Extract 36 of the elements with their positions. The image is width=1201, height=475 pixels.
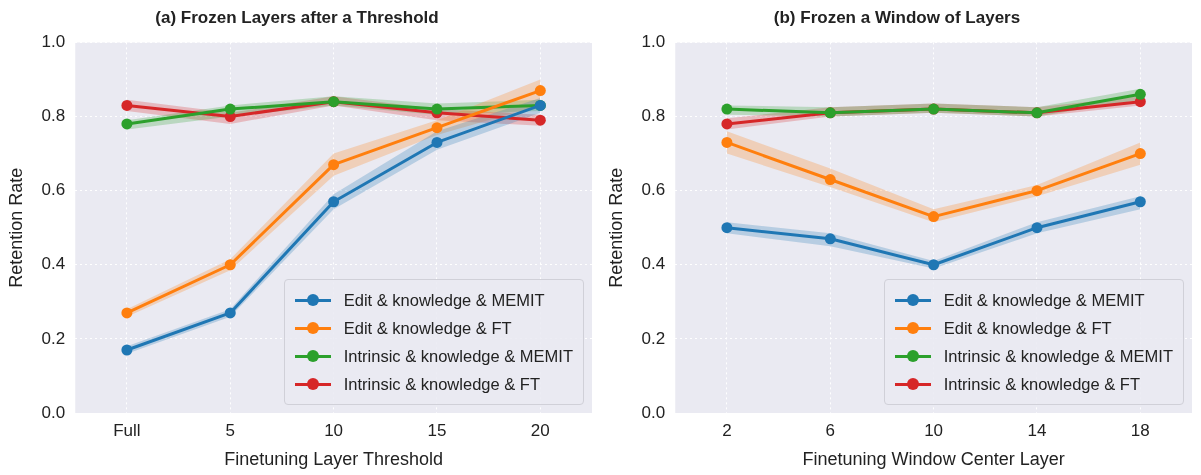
legend-label: Intrinsic & knowledge & MEMIT <box>343 346 573 366</box>
legend-label: Edit & knowledge & MEMIT <box>943 290 1145 310</box>
x-tick-label: Full <box>113 420 141 440</box>
y-tick-label: 0.0 <box>41 402 66 422</box>
x-tick-label: 10 <box>924 420 944 440</box>
y-tick-label: 0.2 <box>641 328 666 348</box>
y-tick-label: 0.2 <box>41 328 66 348</box>
x-tick-label: 2 <box>722 420 732 440</box>
legend-label: Intrinsic & knowledge & FT <box>943 374 1140 394</box>
x-axis-title: Finetuning Layer Threshold <box>224 449 444 470</box>
chart-title: (a) Frozen Layers after a Threshold <box>155 7 439 27</box>
legend-label: Intrinsic & knowledge & MEMIT <box>943 346 1173 366</box>
x-axis-title: Finetuning Window Center Layer <box>802 449 1065 470</box>
legend-label: Edit & knowledge & FT <box>943 318 1112 338</box>
y-tick-label: 0.8 <box>641 106 666 126</box>
y-tick-label: 0.4 <box>41 254 66 274</box>
x-tick-label: 18 <box>1130 420 1150 440</box>
y-axis-title: Retention Rate <box>605 167 626 288</box>
y-tick-label: 0.4 <box>641 254 666 274</box>
x-tick-label: 20 <box>530 420 550 440</box>
legend-label: Edit & knowledge & MEMIT <box>343 290 545 310</box>
y-tick-label: 0.0 <box>641 402 666 422</box>
y-tick-label: 0.6 <box>41 180 66 200</box>
x-tick-label: 15 <box>427 420 447 440</box>
x-tick-label: 14 <box>1027 420 1047 440</box>
x-tick-label: 5 <box>225 420 235 440</box>
legend-label: Edit & knowledge & FT <box>343 318 512 338</box>
y-tick-label: 1.0 <box>41 32 66 52</box>
y-tick-label: 1.0 <box>641 32 666 52</box>
y-tick-label: 0.6 <box>641 180 666 200</box>
x-tick-label: 10 <box>324 420 344 440</box>
y-tick-label: 0.8 <box>41 106 66 126</box>
legend-label: Intrinsic & knowledge & FT <box>343 374 540 394</box>
chart-title: (b) Frozen a Window of Layers <box>773 7 1021 27</box>
y-axis-title: Retention Rate <box>5 167 26 288</box>
x-tick-label: 6 <box>825 420 835 440</box>
